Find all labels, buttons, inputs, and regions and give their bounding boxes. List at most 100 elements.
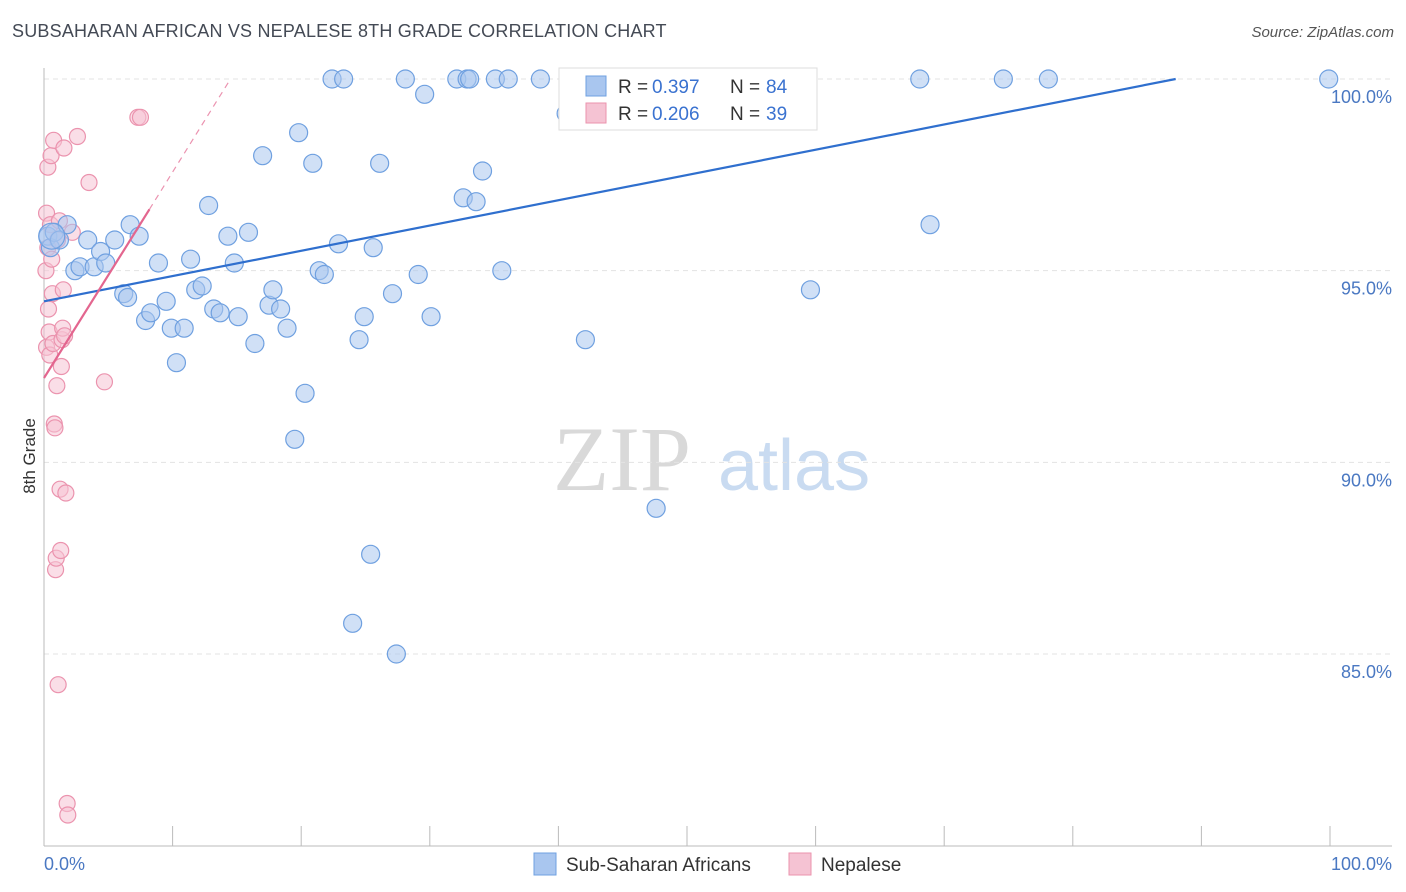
data-point [800, 280, 821, 300]
data-point [343, 613, 363, 633]
data-point [78, 230, 98, 250]
data-point [285, 429, 305, 449]
data-point [166, 353, 187, 373]
data-point [80, 173, 98, 192]
data-point [156, 291, 176, 311]
data-point [314, 264, 334, 285]
data-point [49, 676, 67, 694]
x-ticks [43, 826, 1331, 846]
legend-n-value-2: 39 [766, 104, 787, 125]
data-point [52, 541, 70, 560]
data-point [910, 69, 930, 89]
data-point [334, 69, 354, 89]
trend-lines [43, 77, 1176, 379]
watermark-zip: ZIP [553, 408, 691, 510]
data-point [181, 249, 201, 269]
data-point [415, 84, 435, 104]
data-point [530, 69, 550, 89]
data-point [993, 69, 1013, 89]
data-point [492, 261, 512, 281]
y-tick-labels: 85.0% 90.0% 95.0% 100.0% [1331, 87, 1392, 682]
legend-n-label-2: N = [730, 104, 760, 125]
data-point [245, 333, 265, 354]
data-point [363, 238, 383, 258]
data-point [575, 330, 596, 350]
data-point [117, 287, 138, 308]
data-point [192, 276, 212, 296]
axes [43, 68, 1392, 847]
legend-r-value-2: 0.206 [652, 104, 700, 125]
legend-r-label-1: R = [618, 77, 648, 98]
data-point [920, 215, 940, 235]
bottom-legend-label-nepalese: Nepalese [821, 855, 901, 876]
data-point [57, 484, 75, 502]
data-point [349, 330, 369, 350]
data-point [55, 139, 73, 157]
data-point [498, 69, 518, 89]
watermark-atlas: atlas [718, 426, 870, 506]
data-point [472, 161, 493, 181]
data-point [386, 644, 406, 664]
stats-legend: R = 0.397 N = 84 R = 0.206 N = 39 [558, 67, 818, 131]
legend-n-value-1: 84 [766, 77, 788, 98]
y-axis-label: 8th Grade [20, 418, 39, 494]
x-tick-label-max: 100.0% [1331, 854, 1392, 874]
data-point [148, 253, 169, 273]
legend-r-value-1: 0.397 [652, 77, 700, 98]
data-point [263, 280, 283, 300]
data-point [38, 222, 66, 250]
data-point [199, 195, 219, 216]
data-point [408, 264, 428, 285]
data-point [238, 222, 259, 242]
data-point [174, 318, 194, 338]
data-point [210, 303, 230, 323]
data-point [228, 307, 248, 327]
data-point [141, 303, 161, 323]
data-point [646, 498, 666, 518]
data-point [466, 192, 486, 212]
data-point [421, 307, 441, 327]
data-point [361, 544, 381, 564]
legend-r-label-2: R = [618, 104, 648, 125]
data-point [303, 153, 323, 173]
data-point [370, 153, 390, 173]
data-point [271, 299, 291, 319]
data-point [289, 123, 309, 143]
data-point [95, 373, 114, 391]
legend-swatch-nepalese [585, 102, 607, 124]
x-tick-label-min: 0.0% [44, 854, 85, 874]
legend-n-label-1: N = [730, 77, 760, 98]
chart-title: SUBSAHARAN AFRICAN VS NEPALESE 8TH GRADE… [12, 21, 667, 41]
series-subsaharan-points [38, 69, 1339, 664]
data-point [39, 300, 58, 318]
data-point [46, 419, 64, 437]
trend-line-nepalese [43, 208, 151, 379]
data-point [131, 108, 150, 126]
data-point [52, 357, 70, 376]
bottom-legend-label-subsaharan: Sub-Saharan Africans [566, 855, 751, 876]
y-tick-label: 90.0% [1341, 470, 1392, 490]
data-point [1319, 69, 1339, 89]
trend-line-subsaharan [43, 77, 1176, 303]
data-point [59, 806, 77, 824]
data-point [105, 230, 125, 250]
legend-swatch-subsaharan [585, 75, 607, 97]
data-point [253, 146, 273, 166]
series-legend: Sub-Saharan Africans Nepalese [533, 852, 901, 876]
trend-line-nepalese-extension [148, 78, 231, 210]
y-tick-label: 100.0% [1331, 87, 1392, 107]
gridlines [44, 78, 1392, 655]
data-point [1038, 69, 1058, 89]
y-tick-label: 85.0% [1341, 662, 1392, 682]
data-point [295, 383, 315, 403]
data-point [460, 69, 480, 89]
data-point [218, 226, 238, 246]
data-point [68, 127, 87, 146]
data-point [382, 284, 403, 304]
source-credit: Source: ZipAtlas.com [1251, 24, 1394, 41]
data-point [354, 307, 374, 327]
bottom-legend-swatch-nepalese [788, 852, 812, 876]
bottom-legend-swatch-subsaharan [533, 852, 557, 876]
data-point [48, 377, 66, 395]
